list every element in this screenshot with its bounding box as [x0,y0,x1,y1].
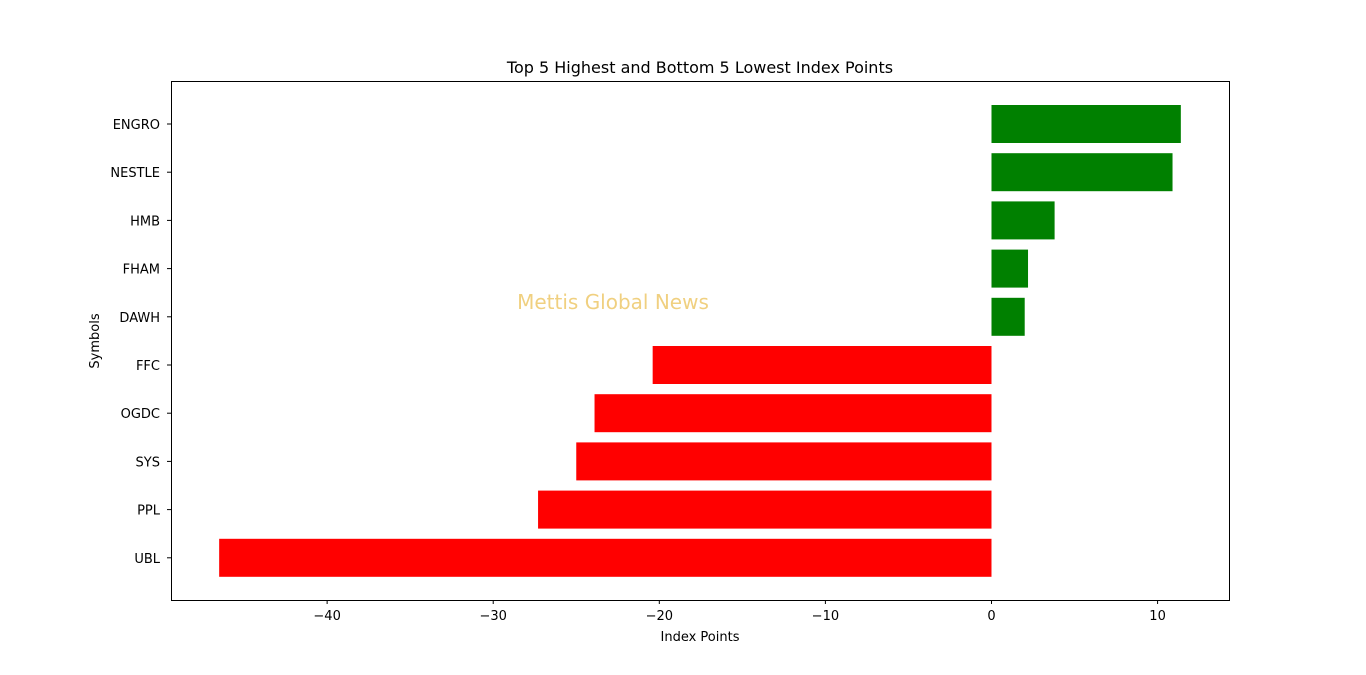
bars-group [219,105,1181,577]
bar-ogdc [594,394,992,433]
bar-ubl [219,538,992,577]
x-axis-ticks: −40 −30 −20 −10 0 10 [313,600,1166,624]
y-tick-label: PPL [137,504,161,519]
bar-hmb [991,201,1055,240]
y-tick-label: DAWH [119,311,160,326]
y-tick-label: SYS [136,455,160,470]
y-axis-title: Symbols [88,313,103,368]
y-tick-label: UBL [134,552,160,567]
x-tick-label: −20 [646,609,673,624]
x-axis-title: Index Points [661,630,740,645]
y-tick-label: OGDC [121,407,160,422]
bar-dawh [991,297,1025,336]
bar-ffc [652,346,992,384]
y-tick-label: NESTLE [110,166,160,181]
y-tick-label: HMB [130,214,160,229]
x-tick-label: 0 [987,609,995,624]
y-tick-label: FFC [136,359,160,374]
chart-title: Top 5 Highest and Bottom 5 Lowest Index … [506,58,893,77]
x-tick-label: −40 [313,609,340,624]
y-tick-label: ENGRO [113,118,160,133]
x-tick-label: −10 [812,609,839,624]
x-tick-label: 10 [1149,609,1166,624]
bar-ppl [538,490,992,529]
bar-sys [576,442,992,481]
bar-nestle [991,153,1173,192]
plot-frame [171,81,1230,601]
x-tick-label: −30 [479,609,506,624]
y-tick-label: FHAM [123,263,160,278]
bar-fham [991,249,1029,288]
bar-engro [991,105,1181,143]
y-axis-ticks: ENGRO NESTLE HMB FHAM DAWH FFC OGDC SYS PPL UBL [110,118,171,567]
watermark-text: Mettis Global News [517,290,709,314]
